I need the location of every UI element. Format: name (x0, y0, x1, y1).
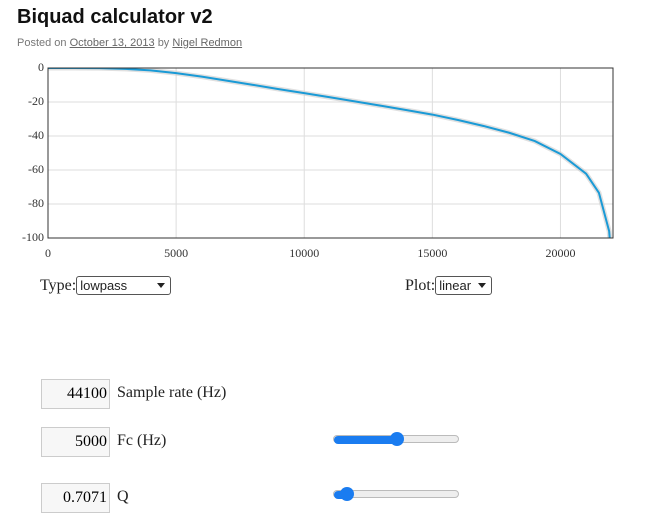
fc-slider[interactable] (333, 432, 459, 446)
y-tick-label: -80 (28, 196, 44, 210)
author-link[interactable]: Nigel Redmon (172, 37, 243, 49)
y-tick-label: 0 (38, 60, 44, 74)
plot-label: Plot: (405, 277, 436, 294)
grid: 0-20-40-60-80-1000 5000 10000 15000 20000 (22, 60, 613, 260)
sample-rate-input[interactable]: 44100 (41, 379, 110, 409)
y-tick-label: -40 (28, 128, 44, 142)
type-control: Type: lowpass (40, 276, 172, 295)
fc-label: Fc (Hz) (117, 432, 167, 449)
plot-frame (47, 67, 614, 239)
post-meta: Posted on October 13, 2013 by Nigel Redm… (17, 37, 242, 49)
by: by (157, 37, 170, 49)
chart: 0-20-40-60-80-1000 5000 10000 15000 20000 (22, 60, 614, 260)
plot-select[interactable]: linear (435, 276, 493, 295)
q-slider[interactable] (333, 487, 459, 501)
x-tick-label: 10000 (289, 246, 319, 260)
type-label: Type: (40, 277, 77, 294)
y-tick-label: -20 (28, 94, 44, 108)
q-label: Q (117, 488, 129, 505)
fc-input[interactable]: 5000 (41, 427, 110, 457)
x-tick-label: 0 (45, 246, 51, 260)
date-link[interactable]: October 13, 2013 (69, 37, 155, 49)
plot-control: Plot: linear (405, 276, 493, 295)
x-tick-label: 15000 (417, 246, 447, 260)
sample-rate-label: Sample rate (Hz) (117, 384, 227, 401)
y-tick-label: -100 (22, 230, 44, 244)
response-line (48, 68, 611, 238)
y-tick-label: -60 (28, 162, 44, 176)
type-select[interactable]: lowpass (76, 276, 172, 295)
page-title: Biquad calculator v2 (17, 6, 213, 28)
posted-on: Posted on (17, 37, 67, 49)
q-input[interactable]: 0.7071 (41, 483, 110, 513)
plot-area (48, 68, 613, 238)
x-tick-label: 20000 (545, 246, 575, 260)
x-tick-label: 5000 (164, 246, 188, 260)
